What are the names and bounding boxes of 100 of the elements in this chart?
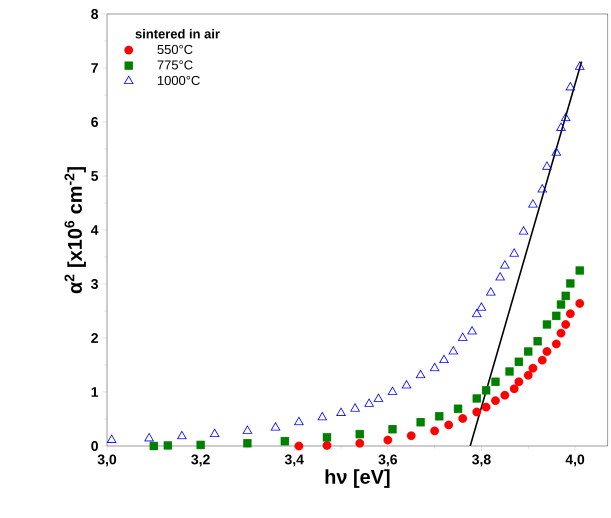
point <box>458 332 468 341</box>
point <box>486 287 496 296</box>
y-tick-label: 8 <box>91 9 98 19</box>
point <box>106 434 116 443</box>
point <box>322 433 332 442</box>
point <box>556 328 566 338</box>
point <box>336 408 346 416</box>
point <box>552 340 561 348</box>
point <box>575 299 584 308</box>
point <box>528 199 538 208</box>
point <box>294 416 304 426</box>
point <box>491 378 500 386</box>
point <box>355 438 364 448</box>
point <box>500 260 510 269</box>
point <box>518 226 528 235</box>
point <box>243 439 252 448</box>
x-tick-label: 3,8 <box>472 454 491 466</box>
point <box>561 320 570 329</box>
legend-label: 1000°C <box>158 76 200 86</box>
point <box>383 436 392 444</box>
point <box>318 412 328 420</box>
point <box>439 354 449 364</box>
point <box>388 425 397 434</box>
point <box>467 326 477 334</box>
y-tick-label: 6 <box>91 117 98 127</box>
x-tick-label: 3,6 <box>378 454 398 466</box>
point <box>280 436 290 446</box>
point <box>505 367 514 376</box>
point <box>164 441 172 450</box>
point <box>448 346 458 354</box>
point <box>495 272 505 280</box>
point <box>435 412 444 420</box>
x-tick-label: 3,2 <box>191 454 210 466</box>
point <box>454 404 462 413</box>
point <box>430 362 440 372</box>
point <box>510 384 519 394</box>
point <box>458 414 468 423</box>
x-tick-label: 3,0 <box>98 454 116 466</box>
point <box>416 370 426 378</box>
point <box>556 122 566 131</box>
point <box>144 433 154 442</box>
point <box>388 386 398 395</box>
x-tick-label: 4,0 <box>566 454 584 466</box>
point <box>509 248 519 257</box>
point <box>364 398 374 407</box>
point <box>566 279 575 288</box>
point <box>542 347 552 356</box>
point <box>556 300 566 309</box>
point <box>472 308 482 318</box>
y-tick-label: 4 <box>90 225 98 235</box>
y-axis-title: α$^{2}$ [x10$^{6}$ cm$^{-2}$] <box>64 167 86 294</box>
y-tick-label: 2 <box>91 333 98 343</box>
point <box>552 312 561 320</box>
point <box>528 364 538 373</box>
y-tick-label: 3 <box>91 279 98 289</box>
point <box>533 337 542 346</box>
point <box>542 320 552 329</box>
point <box>472 394 481 403</box>
point <box>524 347 532 356</box>
y-tick-label: 7 <box>91 63 98 73</box>
point <box>472 408 482 416</box>
point <box>322 441 332 450</box>
legend-label: 775°C <box>158 60 193 70</box>
point <box>562 292 570 300</box>
point <box>542 161 552 170</box>
point <box>294 442 304 450</box>
point <box>575 62 584 70</box>
point <box>514 377 524 386</box>
point <box>566 309 575 318</box>
point <box>210 428 220 438</box>
point <box>406 431 416 440</box>
point <box>177 430 187 440</box>
y-tick-label: 1 <box>92 387 98 397</box>
legend-label: 550°C <box>157 44 193 54</box>
point <box>270 422 280 431</box>
point <box>350 403 360 412</box>
point <box>491 396 500 406</box>
y-tick-label: 5 <box>91 171 98 181</box>
point <box>242 426 252 434</box>
y-tick-label: 0 <box>91 441 98 451</box>
point <box>374 394 384 402</box>
point <box>560 112 570 122</box>
x-tick-label: 3,4 <box>284 454 304 466</box>
point <box>150 442 158 450</box>
point <box>482 402 490 412</box>
point <box>514 358 524 366</box>
point <box>476 302 486 311</box>
point <box>500 390 510 400</box>
point <box>538 184 547 192</box>
x-axis-title: hν [eV] <box>326 469 390 488</box>
point <box>552 147 562 156</box>
point <box>196 440 205 450</box>
point <box>416 418 425 426</box>
point <box>430 426 440 436</box>
point <box>524 370 533 380</box>
point <box>356 430 364 438</box>
legend-title: sintered in air <box>135 28 220 38</box>
point <box>402 380 412 388</box>
point <box>566 82 576 90</box>
point <box>444 420 454 430</box>
